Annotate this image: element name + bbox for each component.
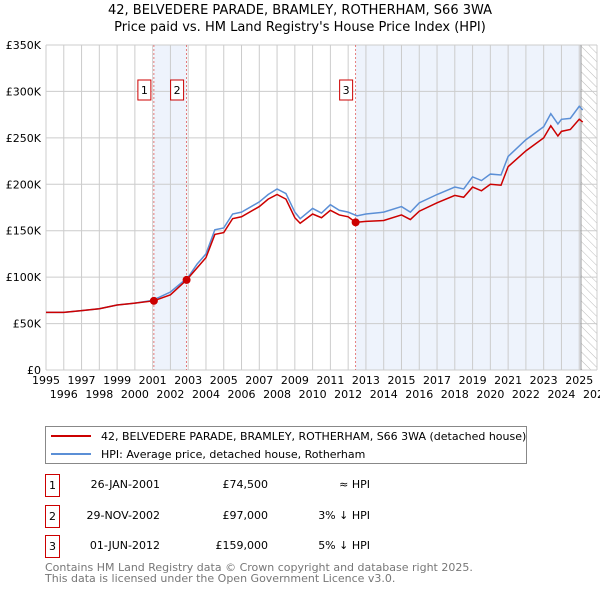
sale-label-box [137,79,152,101]
legend-swatch [51,453,91,455]
x-tick-label: 2004 [192,388,220,401]
sale-price: £97,000 [222,509,269,522]
x-tick-label: 2003 [174,374,202,387]
y-tick-label: £200K [6,178,42,191]
y-tick-label: £300K [6,85,42,98]
table-row: 1 26-JAN-2001 £74,500 ≈ HPI [45,474,445,497]
chart-subtitle: Price paid vs. HM Land Registry's House … [114,20,486,35]
table-row: 2 29-NOV-2002 £97,000 3% ↓ HPI [45,505,445,528]
sale-point [351,218,360,227]
sale-marker: 2 [45,505,60,528]
y-tick-label: £50K [13,318,42,331]
sale-date: 26-JAN-2001 [90,478,160,491]
sale-label: 1 [141,84,148,97]
x-tick-label: 1997 [68,374,96,387]
y-tick-label: £0 [27,364,41,377]
x-tick-label: 2010 [299,388,327,401]
x-tick-label: 2026 [583,388,600,401]
legend-swatch [51,435,91,437]
sale-price: £159,000 [215,539,269,552]
sale-marker: 3 [45,535,60,558]
legend-item-property: 42, BELVEDERE PARADE, BRAMLEY, ROTHERHAM… [51,427,526,445]
x-tick-label: 2015 [387,374,415,387]
chart-title: 42, BELVEDERE PARADE, BRAMLEY, ROTHERHAM… [107,3,493,18]
legend-label: HPI: Average price, detached house, Roth… [101,447,366,461]
x-tick-label: 1999 [103,374,131,387]
x-tick-label: 1998 [85,388,113,401]
x-tick-label: 2022 [512,388,540,401]
forecast-hatch [581,45,597,370]
x-tick-label: 2002 [156,388,184,401]
x-tick-label: 2021 [494,374,522,387]
legend-item-hpi: HPI: Average price, detached house, Roth… [51,445,365,463]
legend: 42, BELVEDERE PARADE, BRAMLEY, ROTHERHAM… [45,426,527,464]
sale-label-box [339,79,354,101]
y-tick-label: £100K [6,271,42,284]
x-tick-label: 2011 [316,374,344,387]
x-tick-label: 2001 [139,374,167,387]
x-tick-label: 2017 [423,374,451,387]
sale-date: 01-JUN-2012 [89,539,160,552]
sale-label: 3 [343,84,350,97]
x-tick-label: 2013 [352,374,380,387]
footer-line: Contains HM Land Registry data © Crown c… [45,561,473,574]
x-tick-label: 2020 [476,388,504,401]
x-tick-label: 2024 [547,388,575,401]
sale-point [182,275,191,284]
price-chart: 1995199619971998199920002001200220032004… [6,39,600,401]
footer-line: This data is licensed under the Open Gov… [45,572,396,585]
sale-date: 29-NOV-2002 [86,509,160,522]
footer: Contains HM Land Registry data © Crown c… [45,562,473,584]
shaded-region [355,45,582,370]
sale-price: £74,500 [222,478,269,491]
x-tick-label: 2018 [441,388,469,401]
sale-label-box [170,79,185,101]
legend-label: 42, BELVEDERE PARADE, BRAMLEY, ROTHERHAM… [101,429,527,443]
x-tick-label: 2012 [334,388,362,401]
x-tick-label: 2025 [565,374,593,387]
x-tick-label: 2016 [405,388,433,401]
x-tick-label: 2006 [228,388,256,401]
x-tick-label: 2005 [210,374,238,387]
table-row: 3 01-JUN-2012 £159,000 5% ↓ HPI [45,535,445,558]
y-tick-label: £150K [6,225,42,238]
x-tick-label: 2007 [245,374,273,387]
x-tick-label: 2019 [459,374,487,387]
x-tick-label: 2014 [370,388,398,401]
sale-hpi: 3% ↓ HPI [318,509,370,522]
x-tick-label: 2023 [530,374,558,387]
x-tick-label: 2009 [281,374,309,387]
x-tick-label: 2000 [121,388,149,401]
sale-point [149,296,158,305]
sale-marker: 1 [45,474,60,497]
x-tick-label: 2008 [263,388,291,401]
x-tick-label: 1996 [50,388,78,401]
sale-label: 2 [174,84,181,97]
y-tick-label: £350K [6,39,42,52]
x-tick-label: 1995 [32,374,60,387]
sale-hpi: 5% ↓ HPI [318,539,370,552]
y-tick-label: £250K [6,132,42,145]
sale-hpi: ≈ HPI [339,478,370,491]
